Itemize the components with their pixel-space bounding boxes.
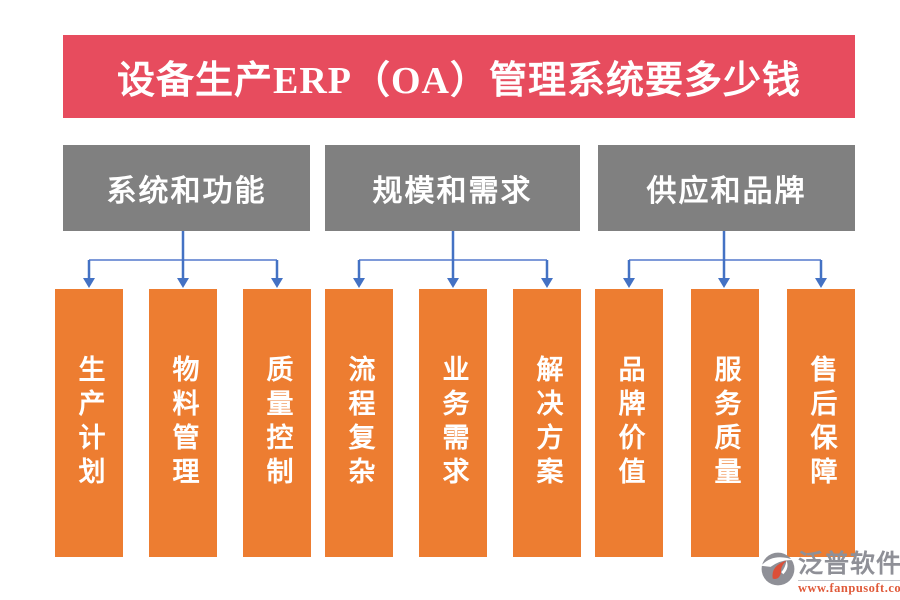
column-after-sales-support: 售后保障 <box>787 289 855 557</box>
column-quality-control: 质量控制 <box>243 289 311 557</box>
column-solution: 解决方案 <box>513 289 581 557</box>
page-title: 设备生产ERP（OA）管理系统要多少钱 <box>116 60 801 102</box>
category-box-supply-brand: 供应和品牌 <box>598 145 855 231</box>
fanpu-logo-icon <box>761 552 795 586</box>
category-box-system-functions: 系统和功能 <box>63 145 310 231</box>
category-label: 规模和需求 <box>372 175 533 208</box>
column-process-complexity: 流程复杂 <box>325 289 393 557</box>
column-label: 生产计划 <box>74 355 105 491</box>
column-label: 物料管理 <box>168 355 199 491</box>
column-business-needs: 业务需求 <box>419 289 487 557</box>
column-label: 品牌价值 <box>614 355 645 491</box>
category-box-scale-demand: 规模和需求 <box>325 145 580 231</box>
column-group-supply-brand: 品牌价值 服务质量 售后保障 <box>595 289 855 557</box>
column-material-management: 物料管理 <box>149 289 217 557</box>
column-label: 业务需求 <box>438 355 469 491</box>
column-label: 质量控制 <box>262 355 293 491</box>
column-brand-value: 品牌价值 <box>595 289 663 557</box>
category-label: 供应和品牌 <box>646 175 807 208</box>
column-label: 售后保障 <box>806 355 837 491</box>
category-label: 系统和功能 <box>106 175 267 208</box>
column-label: 服务质量 <box>710 355 741 491</box>
column-service-quality: 服务质量 <box>691 289 759 557</box>
column-production-plan: 生产计划 <box>55 289 123 557</box>
watermark-text-block: 泛普软件 www.fanpusoft.com <box>798 551 900 596</box>
brand-name: 泛普软件 <box>798 551 900 581</box>
column-label: 解决方案 <box>532 355 563 491</box>
website-url: www.fanpusoft.com <box>798 580 900 595</box>
page-title-banner: 设备生产ERP（OA）管理系统要多少钱 <box>63 35 855 118</box>
column-group-scale-demand: 流程复杂 业务需求 解决方案 <box>325 289 581 557</box>
fanpu-watermark: 泛普软件 www.fanpusoft.com <box>760 551 900 596</box>
column-label: 流程复杂 <box>344 355 375 491</box>
column-group-system-functions: 生产计划 物料管理 质量控制 <box>55 289 311 557</box>
